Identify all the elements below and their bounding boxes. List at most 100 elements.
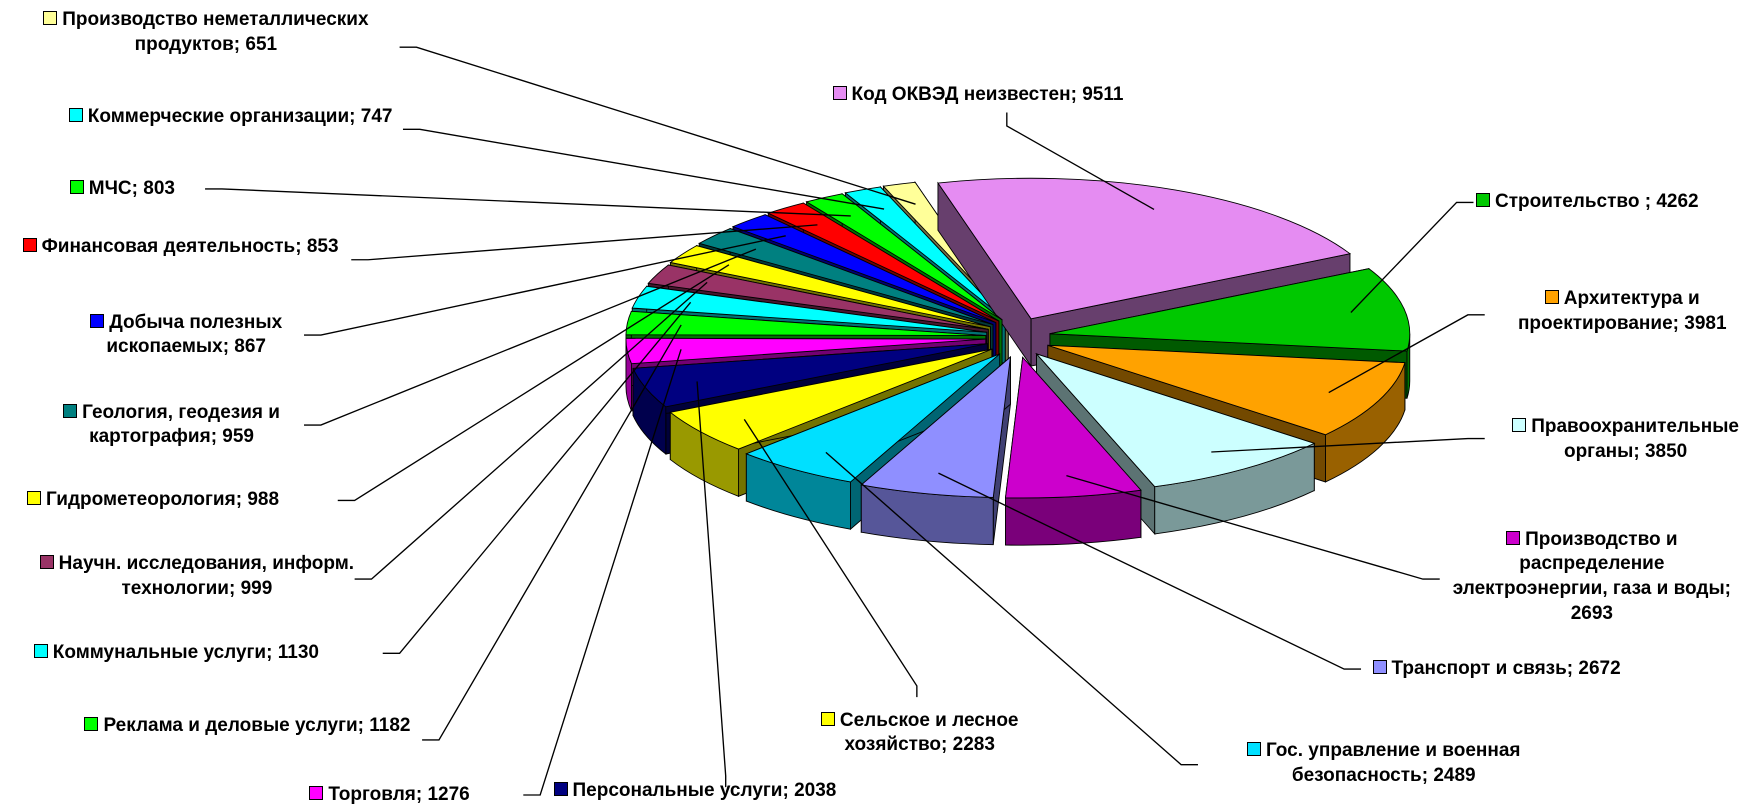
label-name: Финансовая деятельность (41, 236, 296, 258)
leader-line (382, 301, 692, 654)
label-separator: ; (228, 578, 241, 600)
label-name: Торговля (328, 784, 416, 804)
label-swatch (1506, 530, 1521, 545)
leader-line (696, 381, 727, 788)
label-value: 853 (306, 236, 339, 258)
leader-line (523, 349, 682, 796)
slice-top (625, 337, 986, 365)
label-name: Гидрометеорология (46, 489, 236, 511)
leader-line (1350, 201, 1474, 313)
label-separator: ; (1672, 312, 1685, 334)
label-value: 3850 (1644, 440, 1688, 462)
data-label: Код ОКВЭД неизвестен; 9511 (832, 83, 1204, 108)
label-value: 959 (222, 426, 254, 448)
slice (860, 355, 1012, 546)
label-name: Геология, геодезия и картография (82, 401, 280, 448)
leader-line (743, 419, 918, 698)
slice-top (632, 343, 988, 408)
label-separator: ; (1070, 84, 1083, 106)
data-label: Торговля; 1276 (309, 783, 523, 804)
label-value: 1182 (369, 715, 411, 737)
label-separator: ; (222, 336, 235, 358)
leader-line (351, 224, 818, 261)
label-swatch (43, 10, 58, 25)
slice-top (625, 310, 986, 336)
slice-top (669, 245, 991, 328)
label-swatch (69, 179, 84, 194)
leader-line (1211, 437, 1485, 453)
label-value: 867 (234, 336, 266, 358)
label-swatch (553, 781, 568, 796)
label-value: 651 (245, 33, 278, 55)
label-separator: ; (235, 489, 248, 511)
label-value: 4262 (1656, 191, 1699, 213)
label-value: 3981 (1684, 312, 1727, 334)
label-value: 803 (143, 177, 175, 199)
label-value: 2489 (1433, 764, 1476, 786)
label-separator: ; (1566, 658, 1579, 679)
data-label: МЧС; 803 (69, 177, 216, 202)
leader-line (422, 324, 682, 741)
label-separator: ; (295, 236, 307, 258)
leader-line (304, 248, 757, 426)
label-separator: ; (266, 642, 278, 664)
label-value: 2038 (794, 779, 837, 801)
label-value: 988 (247, 489, 280, 511)
label-name: Научн. исследования, информ. технологии (58, 553, 355, 600)
label-separator: ; (1421, 764, 1434, 786)
label-name: Транспорт и связь (1391, 658, 1567, 679)
label-separator: ; (357, 715, 370, 737)
label-name: Производство и распределение электроэнер… (1452, 528, 1725, 600)
data-label: Реклама и деловые услуги; 1182 (68, 714, 428, 739)
label-separator: ; (782, 779, 795, 801)
data-label: Персональные услуги; 2038 (553, 779, 914, 804)
label-swatch (820, 711, 835, 726)
leader-line (205, 188, 851, 217)
slice-top (805, 193, 1003, 321)
slice-top (647, 264, 989, 330)
data-label: Геология, геодезия и картография; 959 (34, 401, 310, 450)
label-separator: ; (210, 426, 223, 448)
data-label: Архитектура и проектирование; 3981 (1487, 287, 1757, 336)
label-separator: ; (1724, 578, 1731, 600)
label-swatch (84, 717, 99, 732)
leader-line (1066, 474, 1440, 580)
data-label: Финансовая деятельность; 853 (9, 235, 352, 260)
label-name: МЧС (88, 177, 132, 199)
label-name: Добыча полезных ископаемых (106, 311, 283, 358)
label-name: Правоохранительные органы (1531, 416, 1740, 462)
label-swatch (27, 491, 41, 506)
slice-top (745, 353, 1000, 483)
label-separator: ; (1633, 440, 1645, 462)
label-name: Реклама и деловые услуги (103, 715, 358, 737)
slice-top (1047, 344, 1406, 436)
label-swatch (1512, 418, 1527, 433)
leader-line (825, 451, 1198, 766)
label-separator: ; (941, 734, 953, 756)
label-swatch (1246, 742, 1261, 757)
label-name: Коммунальные услуги (52, 642, 267, 664)
leader-line (399, 46, 916, 205)
label-swatch (33, 644, 48, 659)
data-label: Коммунальные услуги; 1130 (33, 641, 394, 666)
slice-top (767, 202, 1000, 322)
label-name: Код ОКВЭД неизвестен (851, 84, 1071, 106)
label-value: 2693 (1570, 602, 1614, 624)
leader-line (402, 128, 885, 210)
leader-line (337, 264, 730, 502)
label-name: Производство неметаллических продуктов (62, 8, 369, 55)
label-value: 1130 (277, 642, 319, 664)
label-value: 999 (240, 578, 273, 600)
label-value: 9511 (1082, 84, 1124, 106)
data-label: Научн. исследования, информ. технологии;… (34, 552, 360, 601)
data-label: Гос. управление и военная безопасность; … (1209, 739, 1558, 788)
data-label: Правоохранительные органы; 3850 (1485, 415, 1764, 464)
label-swatch (1476, 193, 1490, 208)
slice-top (698, 228, 994, 325)
data-label: Коммерческие организации; 747 (51, 105, 411, 130)
leader-line (304, 235, 786, 336)
data-label: Производство и распределение электроэнер… (1446, 528, 1739, 627)
label-swatch (68, 107, 83, 122)
